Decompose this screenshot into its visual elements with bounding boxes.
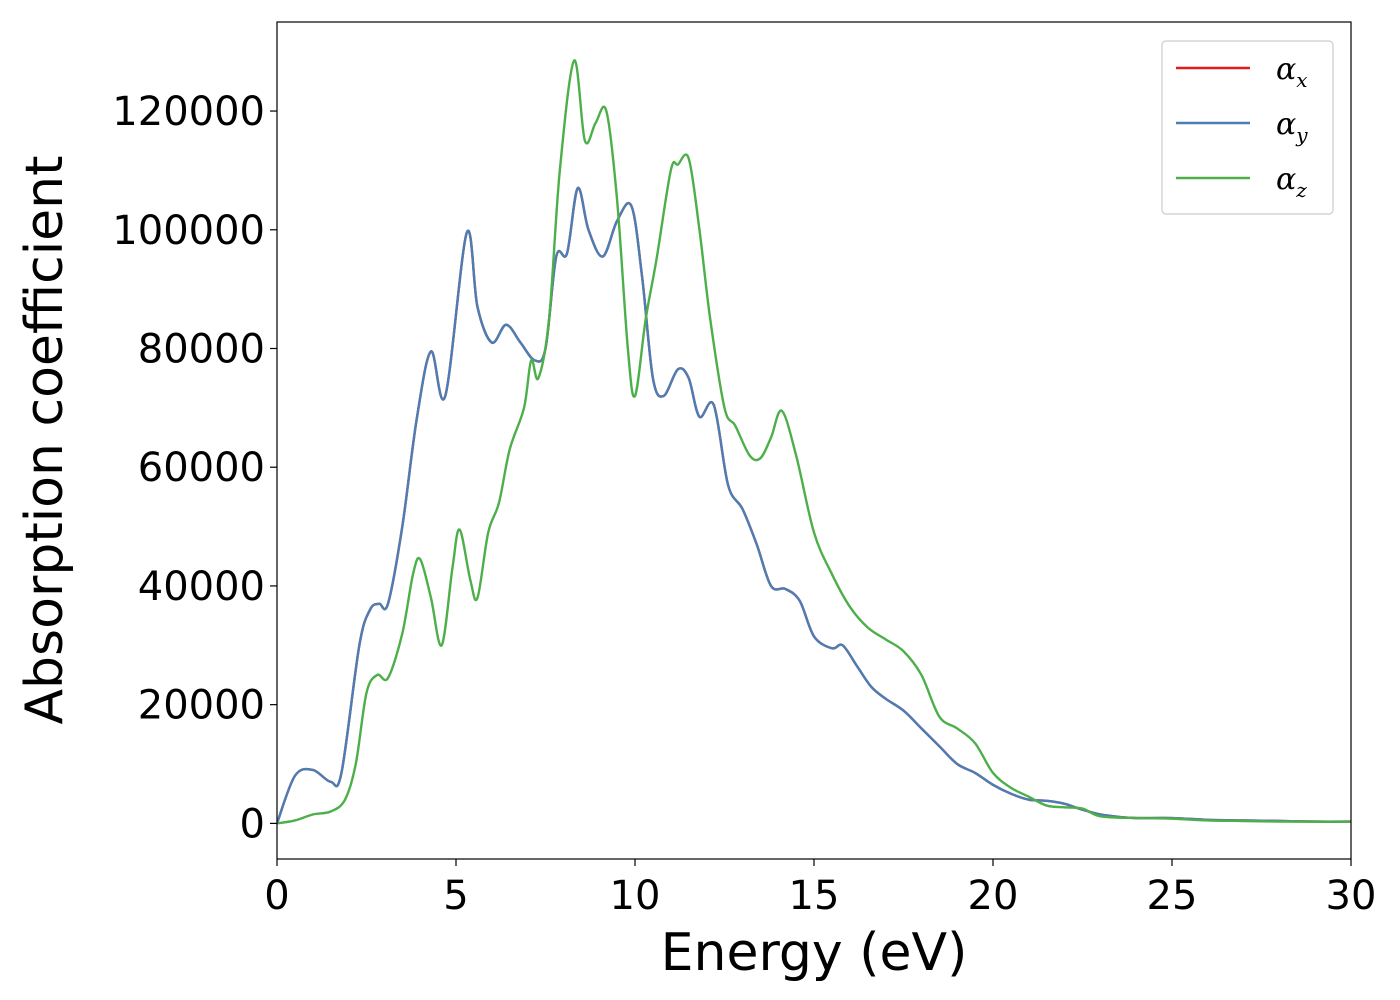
legend-label-z: αz	[1276, 162, 1307, 202]
x-tick-label: 15	[789, 873, 840, 919]
y-tick-label: 120000	[112, 89, 265, 135]
y-tick-label: 60000	[138, 445, 265, 491]
legend-label-subscript: z	[1295, 178, 1307, 202]
y-tick-label: 20000	[138, 683, 265, 729]
y-tick-label: 100000	[112, 208, 265, 254]
legend-label-base: α	[1276, 162, 1296, 197]
series-line-y	[277, 186, 1351, 825]
y-axis-title: Absorption coefficient	[15, 155, 75, 724]
x-axis-ticks: 0 5 10 15 20 25 30	[264, 859, 1376, 919]
x-tick-label: 25	[1147, 873, 1198, 919]
x-axis-title: Energy (eV)	[661, 923, 968, 983]
series-line-z	[277, 59, 1351, 825]
legend-label-subscript: y	[1295, 123, 1308, 147]
x-tick-label: 30	[1326, 873, 1377, 919]
x-tick-label: 10	[610, 873, 661, 919]
y-axis-ticks: 0 20000 40000 60000 80000 100000 120000	[112, 89, 277, 847]
legend-label-base: α	[1276, 107, 1296, 142]
legend-box	[1161, 40, 1334, 215]
series-layer	[277, 59, 1351, 825]
legend-label-base: α	[1276, 52, 1296, 87]
y-tick-label: 80000	[138, 326, 265, 372]
y-tick-label: 0	[240, 801, 265, 847]
legend-label-x: αx	[1276, 52, 1308, 92]
x-tick-label: 20	[968, 873, 1019, 919]
x-tick-label: 5	[443, 873, 468, 919]
legend-label-y: αy	[1276, 107, 1308, 147]
y-tick-label: 40000	[138, 564, 265, 610]
x-tick-label: 0	[264, 873, 289, 919]
legend-label-subscript: x	[1296, 68, 1307, 92]
